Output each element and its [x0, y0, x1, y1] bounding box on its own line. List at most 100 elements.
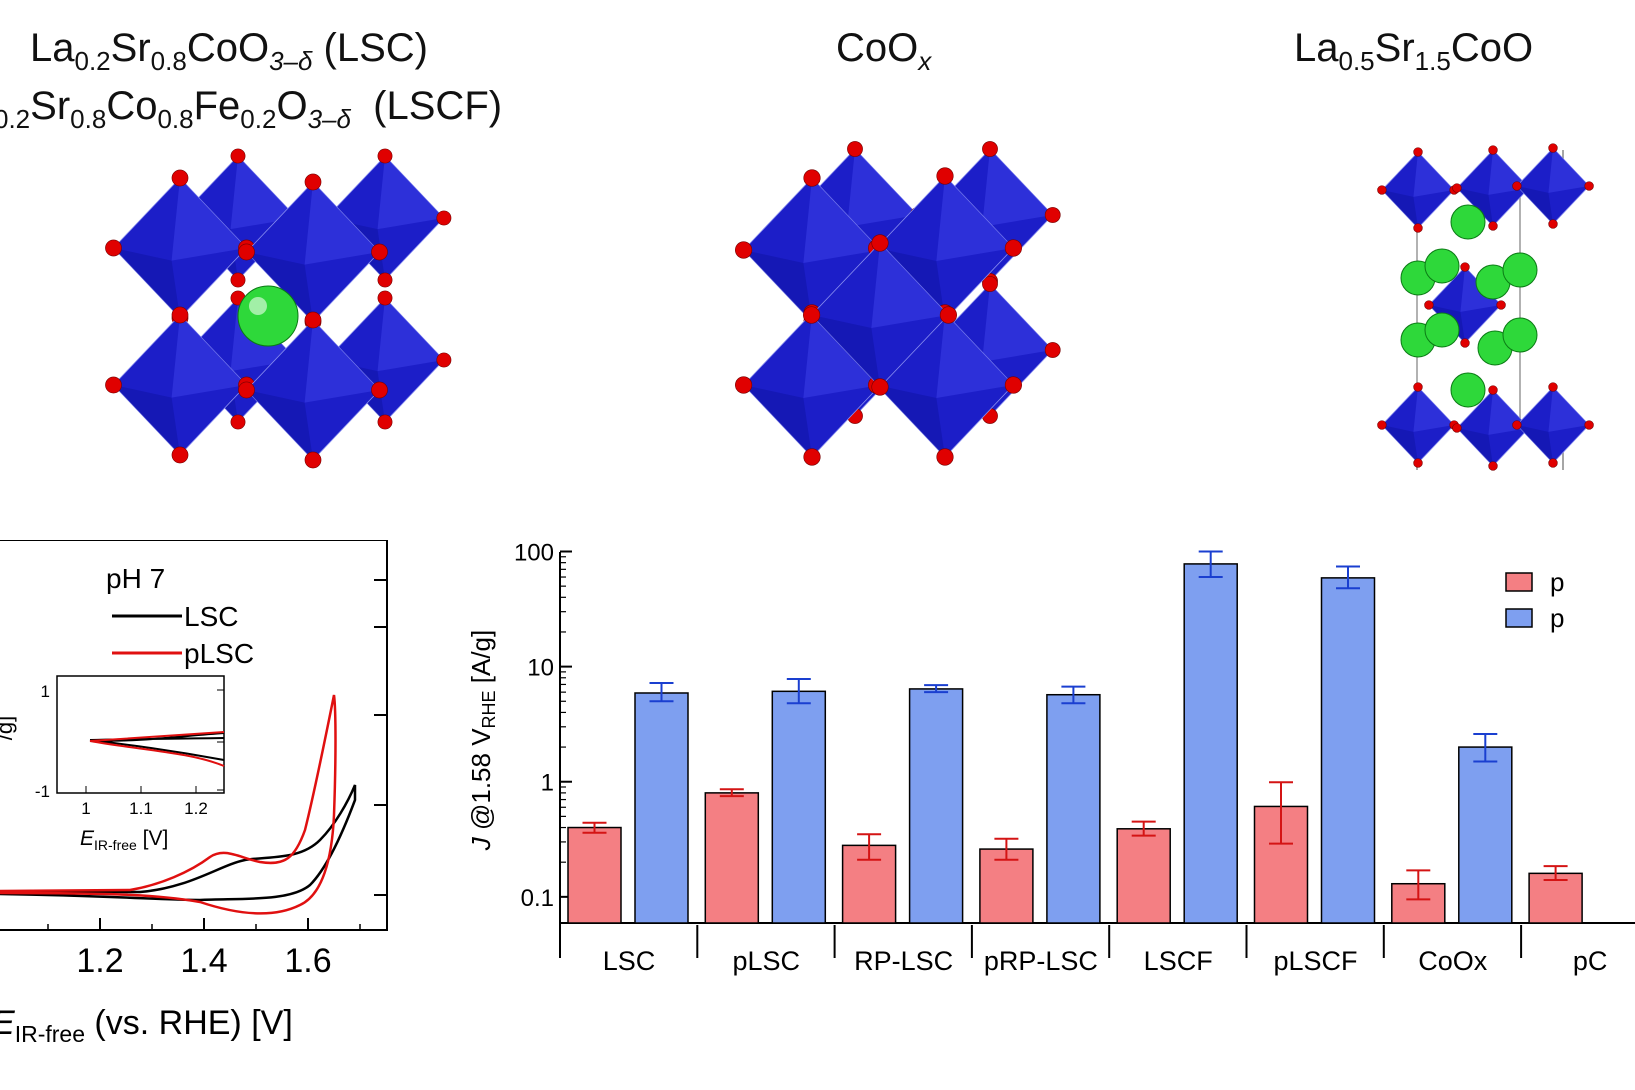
cation-highlight [249, 297, 267, 315]
oxygen-atom [304, 173, 322, 191]
octahedron-face [304, 320, 380, 403]
oxygen-atom [436, 352, 452, 368]
oxygen-atom [735, 376, 753, 394]
a-site-cation [1450, 372, 1486, 408]
ruddlesden-popper-structure [1377, 143, 1594, 471]
bar [1320, 577, 1376, 924]
oxygen-atom [1548, 458, 1558, 468]
oxygen-atom [936, 167, 954, 185]
oxygen-atom [105, 239, 122, 257]
octahedron-face [113, 248, 180, 318]
cv-condition-label: pH 7 [106, 563, 165, 594]
oxygen-atom [871, 378, 889, 396]
category-label: RP-LSC [854, 946, 953, 976]
oxygen-atom [371, 381, 388, 399]
octahedron-face [377, 156, 444, 230]
inset-y-tick-label: -1 [35, 782, 50, 801]
oxygen-atom [847, 141, 863, 157]
inset-xlabel: EIR-free [V] [80, 827, 168, 853]
octahedron-face [1548, 148, 1590, 193]
octahedron-face [936, 176, 1014, 261]
bar-chart: 0.1 1 10 100 LSC pLSC RP-LSC pRP-LSC LSCF pLSCF C… [466, 540, 1635, 976]
a-site-cation [1424, 312, 1460, 348]
bar-y-tick-label: 10 [527, 655, 554, 682]
octahedron-face [1516, 425, 1553, 463]
oxygen-atom [1424, 300, 1434, 310]
a-site-cation [1502, 317, 1538, 353]
octahedron-face [982, 284, 1053, 362]
octahedron-face [1456, 188, 1493, 226]
octahedron-face [171, 178, 247, 261]
bar [908, 688, 964, 924]
bar-chart-legend: p p [1505, 567, 1564, 633]
octahedron-face [871, 243, 949, 328]
octahedron-face [811, 315, 880, 387]
inset-x-tick-label: 1 [81, 799, 90, 818]
oxygen-atom [1512, 181, 1522, 191]
bar [634, 692, 689, 924]
legend-label-lsc: LSC [184, 601, 238, 632]
legend-label-red-fragment: p [1550, 567, 1564, 597]
oxygen-atom [1377, 185, 1387, 195]
oxygen-atom [1413, 382, 1423, 392]
oxygen-atom [377, 148, 393, 164]
bar [1183, 563, 1238, 924]
octahedron-face [876, 385, 945, 457]
oxygen-atom [1460, 338, 1470, 348]
bar-y-tick-label: 0.1 [521, 885, 554, 912]
oxygen-atom [238, 381, 255, 399]
bar-chart-bars [567, 550, 1583, 924]
inset-x-tick-label: 1.1 [129, 799, 153, 818]
oxygen-atom [1004, 239, 1022, 257]
octahedron-face [936, 313, 1014, 398]
oxygen-atom [171, 169, 189, 187]
bar-y-tick-label: 1 [541, 770, 554, 797]
oxygen-atom [230, 148, 246, 164]
octahedron-face [246, 390, 313, 460]
oxygen-atom [304, 451, 322, 469]
octahedron-face [1413, 387, 1455, 432]
octahedron-face [304, 182, 380, 265]
cv-x-tick-label: 1.6 [284, 942, 331, 980]
cv-xlabel: EIR-free (vs. RHE) [V] [0, 1004, 293, 1047]
octahedron-face [847, 149, 918, 227]
category-label: pC [1573, 946, 1608, 976]
a-site-cation [1424, 248, 1460, 284]
oxygen-atom [982, 276, 998, 292]
oxygen-atom [735, 241, 753, 259]
oxygen-atom [230, 272, 246, 288]
oxygen-atom [1004, 376, 1022, 394]
cv-x-tick-label: 1.2 [76, 942, 123, 980]
oxygen-atom [1548, 382, 1558, 392]
octahedron-face [246, 252, 313, 322]
category-label: pLSC [733, 946, 801, 976]
oxygen-atom [238, 243, 255, 261]
inset-y-tick-label: 1 [41, 682, 50, 701]
cv-x-tick-label: 1.4 [180, 942, 227, 980]
oxygen-atom [436, 210, 452, 226]
oxygen-atom [1413, 458, 1423, 468]
octahedron-face [1516, 186, 1553, 224]
oxygen-atom [1548, 219, 1558, 229]
oxygen-atom [1452, 423, 1462, 433]
legend-label-plsc: pLSC [184, 638, 254, 669]
oxygen-atom [1044, 207, 1061, 223]
cv-curve-plsc [0, 694, 337, 915]
oxygen-atom [803, 448, 821, 466]
octahedron-face [1456, 428, 1493, 466]
bar-y-tick-label: 100 [514, 540, 554, 566]
oxygen-atom [230, 414, 246, 430]
coox-formula-title: CoOx [836, 26, 932, 76]
octahedron-face [803, 178, 881, 263]
bar [771, 690, 827, 924]
bar [1458, 746, 1513, 924]
cv-bottom-ticks [47, 918, 361, 930]
a-site-cation [1502, 252, 1538, 288]
cv-ylabel-fragment: /g] [0, 716, 17, 740]
octahedron-face [1381, 425, 1418, 463]
cv-curve-lsc [0, 784, 357, 902]
category-label: LSCF [1144, 946, 1213, 976]
legend-label-blue-fragment: p [1550, 603, 1564, 633]
oxygen-atom [377, 414, 393, 430]
a-site-cation [1450, 204, 1486, 240]
